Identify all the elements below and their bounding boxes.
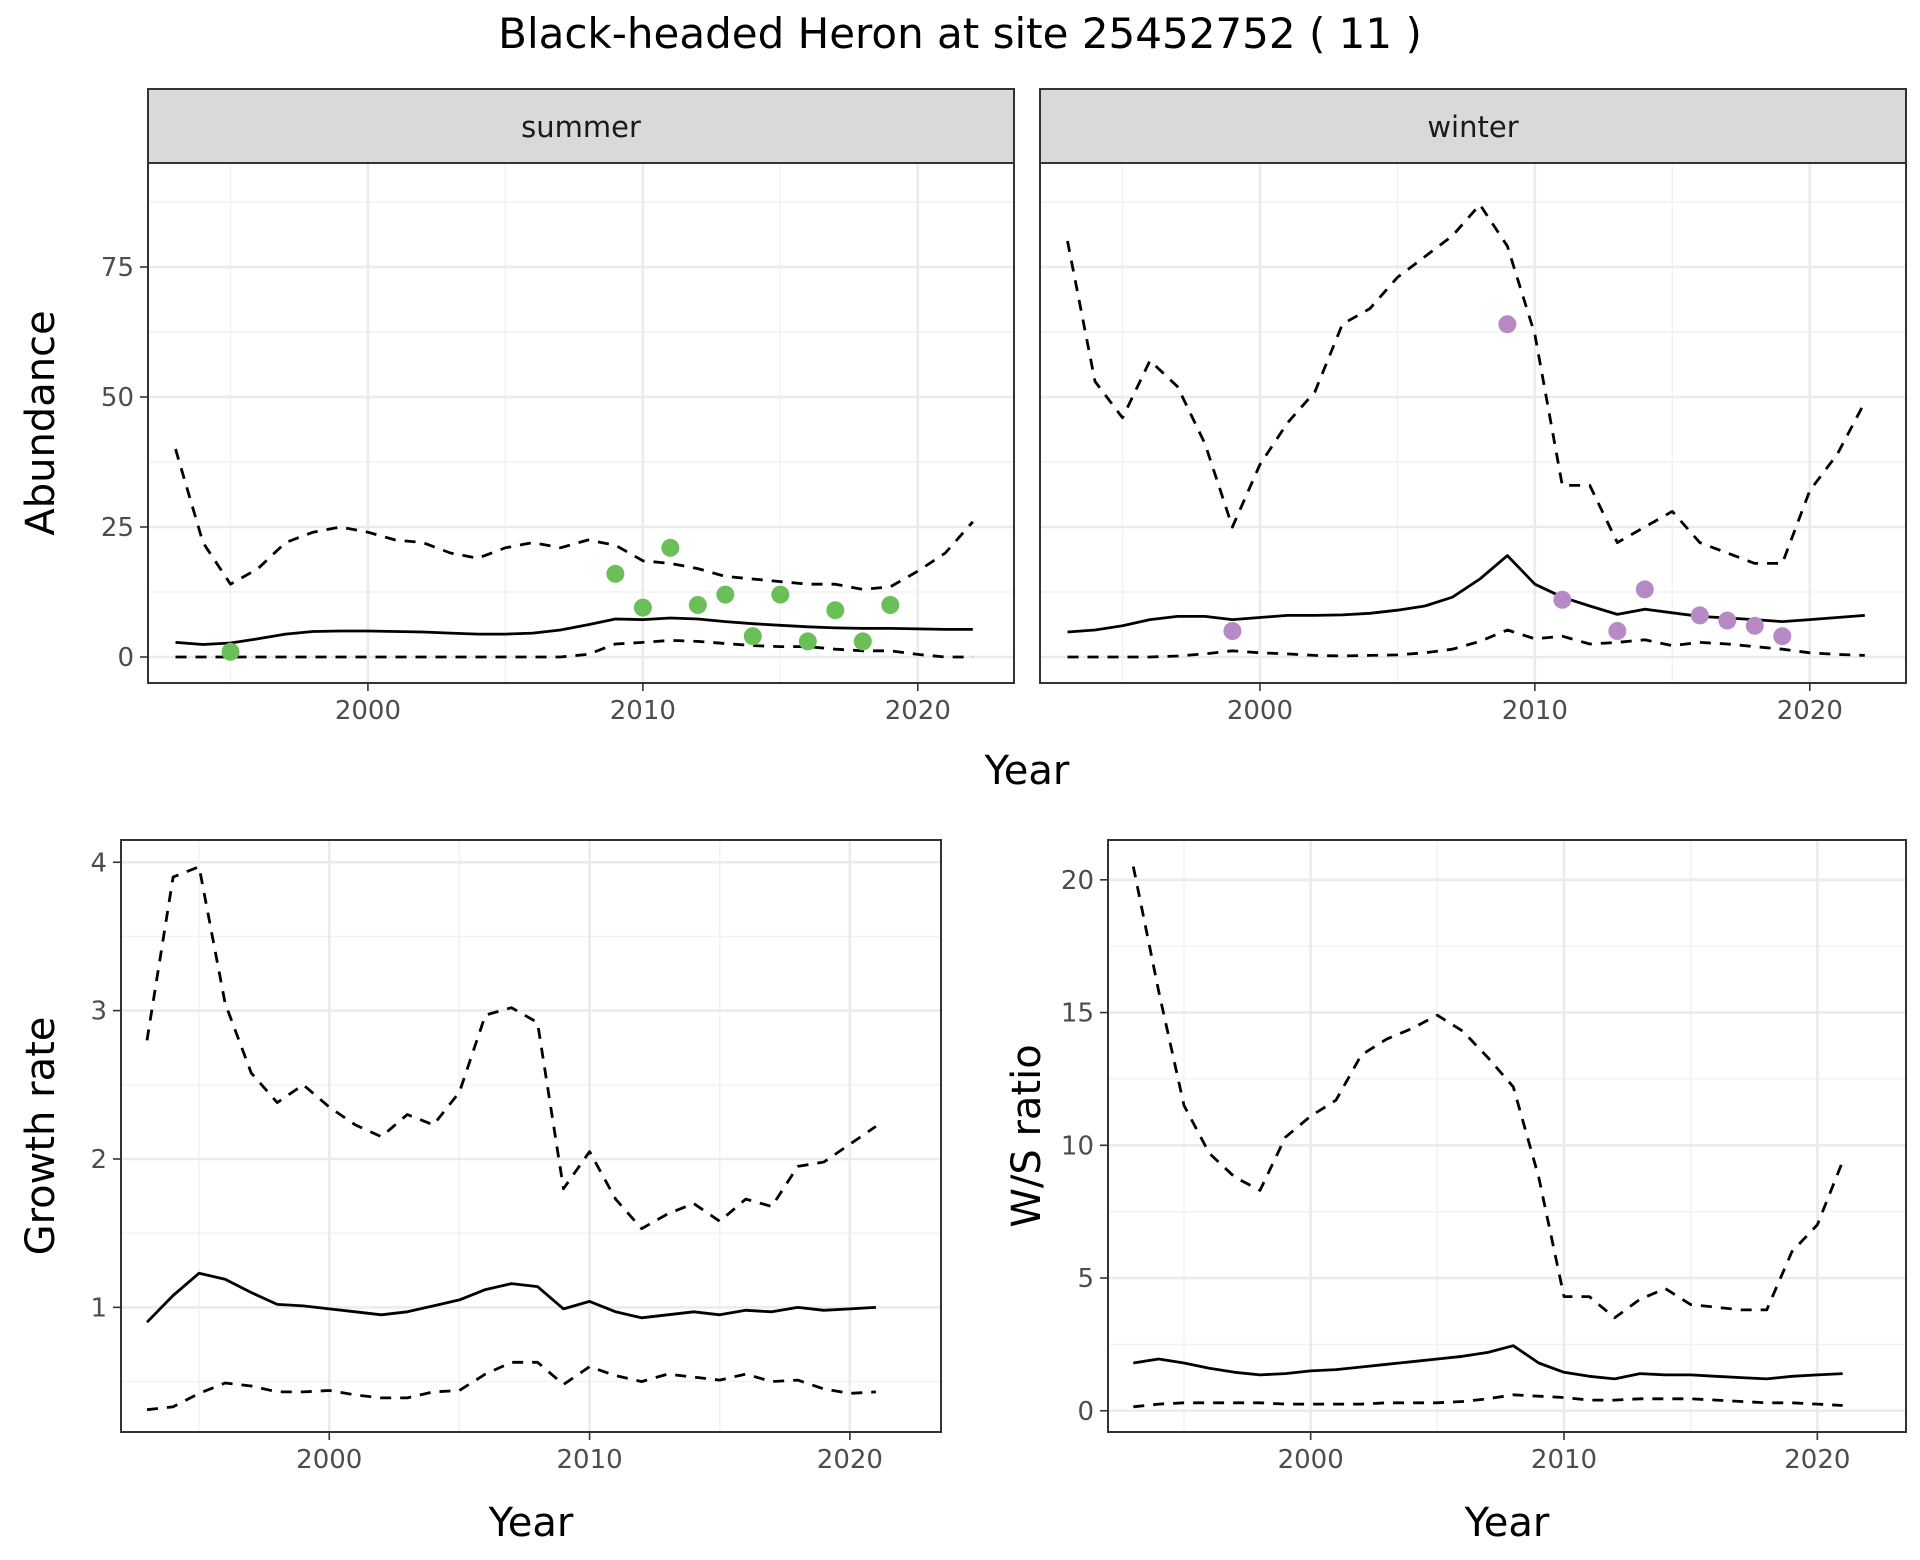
ws-ratio-x-tick-label: 2010 [1531,1445,1597,1475]
abundance-winter-x-tick-label: 2020 [1777,696,1843,726]
abundance-summer-observation-point [633,598,652,617]
abundance-summer-x-tick-label: 2010 [610,696,676,726]
ws-ratio-frame [1107,839,1907,1433]
abundance-winter-strip [1039,88,1907,164]
abundance-summer-upper-line [174,448,974,591]
abundance-summer-observation-point [771,585,790,604]
ws-ratio-y-tick-label: 15 [1061,999,1094,1029]
abundance-winter-observation-point [1745,616,1764,635]
abundance-summer-y-tick-label: 0 [117,643,134,673]
growth-y-tick-label: 4 [90,848,107,878]
growth-x-tick-label: 2020 [817,1445,883,1475]
ws-ratio-upper-line [1131,866,1845,1320]
abundance-summer-observation-point [798,632,817,651]
abundance-x-axis-label: Year [984,748,1070,794]
ws-ratio-y-tick-label: 0 [1077,1397,1094,1427]
growth-plot-background [121,840,941,1432]
growth-x-tick-label: 2000 [296,1445,362,1475]
growth-y-tick-label: 2 [90,1145,107,1175]
abundance-winter-observation-point [1773,627,1792,646]
abundance-winter-upper-line [1066,203,1867,565]
abundance-winter-observation-point [1690,606,1709,625]
ws-ratio-mean-line [1133,1344,1843,1381]
abundance-summer-observation-point [743,627,762,646]
abundance-winter-observation-point [1718,611,1737,630]
abundance-summer-strip-label: summer [521,110,641,144]
growth-mean-line [145,1271,876,1324]
ws-ratio-y-axis-label: W/S ratio [1004,1044,1050,1227]
abundance-winter-x-tick-label: 2010 [1502,696,1568,726]
abundance-summer-lower-line [175,639,973,659]
ws-ratio-plot-background [1108,840,1906,1432]
abundance-summer-mean-line [175,616,973,646]
abundance-winter-strip-label: winter [1427,110,1518,144]
abundance-winter-observation-point [1635,580,1654,599]
abundance-summer-observation-point [606,564,625,583]
abundance-summer-frame [147,162,1015,684]
abundance-summer-observation-point [716,585,735,604]
growth-y-tick-label: 1 [90,1293,107,1323]
figure-title: Black-headed Heron at site 25452752 ( 11… [498,9,1422,58]
abundance-winter-observation-point [1608,622,1627,640]
ws-ratio-x-axis-label: Year [1464,1500,1550,1546]
ws-ratio-panel: 2000 2010 2020 0 5 10 15 20 [1061,839,1907,1475]
abundance-winter-panel: 2000 2010 2020 winter [1039,88,1907,726]
abundance-winter-x-tick-label: 2000 [1227,696,1293,726]
ws-ratio-y-tick-label: 20 [1061,866,1094,896]
abundance-summer-observation-point [826,601,845,620]
abundance-summer-y-tick-label: 25 [101,513,134,543]
ws-ratio-y-tick-label: 10 [1061,1131,1094,1161]
abundance-summer-x-tick-label: 2000 [335,696,401,726]
abundance-summer-plot-background [148,163,1014,683]
abundance-summer-observation-point [688,596,707,614]
abundance-winter-frame [1039,162,1907,684]
abundance-summer-panel: 2000 2010 2020 0 25 50 75 summer [101,88,1015,726]
abundance-winter-observation-point [1553,590,1572,609]
ws-ratio-y-tick-label: 5 [1077,1264,1094,1294]
abundance-winter-plot-background [1040,163,1906,683]
growth-x-tick-label: 2010 [556,1445,622,1475]
abundance-summer-observation-point [881,596,900,614]
abundance-y-axis-label: Abundance [18,310,64,535]
growth-upper-line [145,865,877,1231]
ws-ratio-x-tick-label: 2000 [1278,1445,1344,1475]
abundance-summer-x-tick-label: 2020 [885,696,951,726]
abundance-summer-observation-point [853,632,872,651]
growth-lower-line [146,1360,876,1412]
abundance-summer-y-tick-label: 50 [101,383,134,413]
abundance-summer-y-tick-label: 75 [101,253,134,283]
growth-frame [120,839,942,1433]
abundance-summer-observation-point [221,642,240,661]
abundance-winter-observation-point [1498,315,1517,334]
growth-y-axis-label: Growth rate [18,1017,64,1256]
ws-ratio-x-tick-label: 2020 [1784,1445,1850,1475]
growth-y-tick-label: 3 [90,997,107,1027]
abundance-winter-observation-point [1223,622,1242,640]
growth-x-axis-label: Year [488,1500,574,1546]
abundance-summer-observation-point [661,538,680,557]
growth-panel: 2000 2010 2020 1 2 3 4 [90,839,942,1475]
